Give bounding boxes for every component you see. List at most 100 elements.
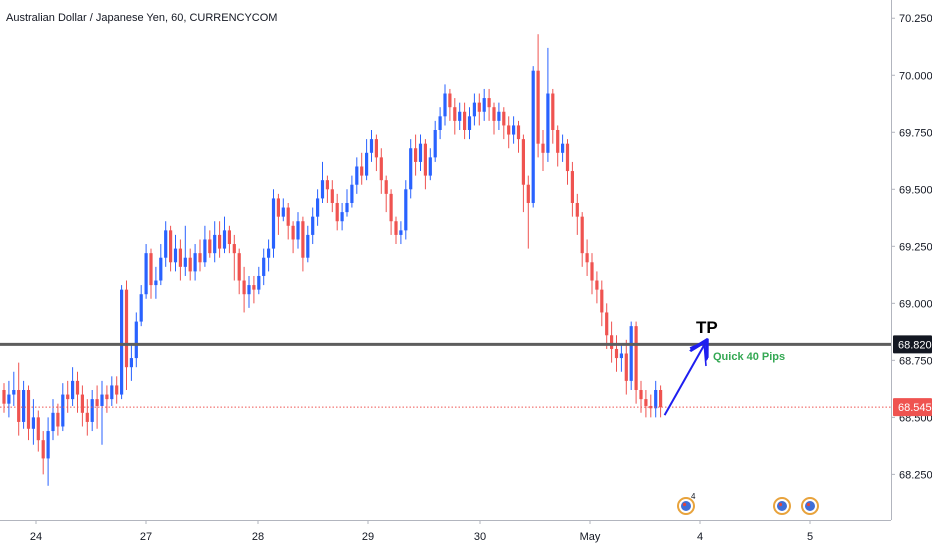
candle-body [565,143,570,172]
candle-body [110,385,114,400]
candle-body [56,412,60,427]
candle-body [428,157,432,176]
y-tick-label: 68.250 [899,469,932,481]
candle-body [516,125,521,140]
candle-body [619,353,623,359]
candle-body [90,399,94,422]
candle-body [129,358,133,368]
candle-body [257,275,261,290]
candle-body [22,390,26,422]
candle-body [173,248,178,263]
candle-body [521,139,525,185]
candle-body [639,390,643,400]
candle-body [17,390,21,422]
candle-body [600,289,604,313]
candle-body [281,207,285,217]
x-tick-label: 28 [252,531,264,543]
candle-body [222,230,227,249]
candle-body [85,412,89,422]
candle-body [575,202,579,217]
candle-body [409,148,413,190]
candle-body [276,198,280,217]
candle-body [178,248,182,267]
candle-body [320,180,325,199]
candle-body [477,102,481,112]
candle-body [448,93,452,108]
candle-body [12,390,16,395]
candle-body [418,143,423,162]
candle-body [124,289,129,368]
y-tick-label: 69.000 [899,298,932,310]
candle-body [438,116,442,130]
candle-body [605,312,609,336]
candle-body [262,257,266,276]
candle-body [100,394,104,406]
candle-body [355,166,359,185]
y-tick-label: 68.750 [899,355,932,367]
candle-body [531,70,535,203]
candle-body [26,390,31,429]
candle-body [51,412,55,432]
candle-body [624,353,628,381]
candle-body [580,216,584,254]
event-flag-dot [682,502,687,507]
candle-body [482,98,486,112]
candle-body [350,184,354,203]
candle-body [218,234,222,249]
candle-body [301,221,305,258]
y-tick-label: 70.250 [899,13,932,25]
candle-body [75,380,80,395]
candle-body [286,207,290,226]
event-flag-inner [805,501,815,511]
x-tick-label: 29 [362,531,374,543]
candle-body [541,143,545,153]
candle-body [374,139,378,158]
candle-body [71,380,75,400]
candle-body [2,390,6,404]
candle-body [330,189,334,203]
candle-body [188,257,192,272]
chart-title: Australian Dollar / Japanese Yen, 60, CU… [6,12,278,24]
candle-body [561,143,565,153]
candle-body [423,143,427,176]
candle-body [7,394,11,404]
candle-body [399,230,403,235]
candle-body [463,111,467,130]
candle-body [654,390,658,409]
event-flag-dot [806,502,811,507]
candle-body [497,111,501,121]
candle-body [36,417,40,441]
candle-body [404,189,408,231]
candle-body [227,230,231,245]
candle-body [443,93,447,117]
candle-body [169,230,173,263]
y-tick-label: 70.000 [899,70,932,82]
candle-body [120,289,124,395]
x-tick-label: 24 [30,531,42,543]
candle-body [394,221,398,235]
candle-body [316,198,320,217]
candle-body [467,116,472,130]
candle-body [252,285,256,290]
candle-body [512,125,516,135]
x-tick-label: May [580,531,601,543]
candle-body [345,202,349,213]
x-tick-label: 5 [807,531,813,543]
candle-body [271,198,276,249]
candle-body [203,239,207,263]
x-tick-label: 30 [474,531,486,543]
tp-arrow [663,345,704,416]
event-flag-inner [681,501,691,511]
candle-body [311,216,315,235]
candle-body [183,257,187,267]
candle-body [115,385,119,395]
candle-body [95,399,99,406]
candle-body [159,257,163,281]
candle-body [365,152,369,176]
candle-body [31,417,35,429]
candle-body [325,180,329,190]
candle-body [570,171,574,203]
candle-body [208,239,212,254]
